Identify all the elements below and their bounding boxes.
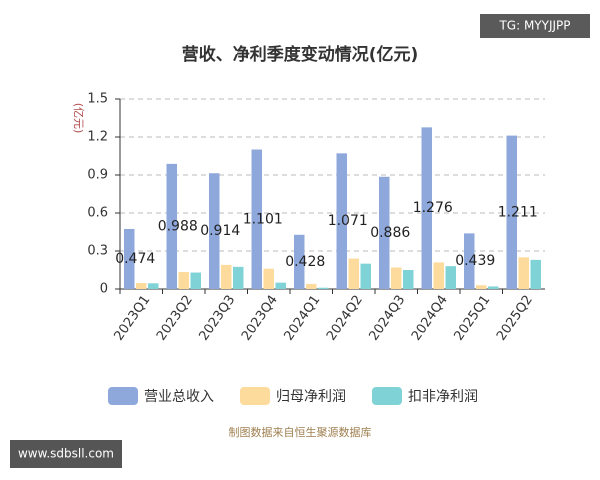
x-tick-label: 2024Q4 xyxy=(409,293,451,344)
bar xyxy=(318,287,329,289)
bar xyxy=(275,282,286,289)
top-badge-bg xyxy=(480,14,590,38)
y-tick-label: 0.6 xyxy=(87,206,108,221)
bar xyxy=(221,264,232,289)
x-tick-label: 2023Q1 xyxy=(112,293,154,344)
x-tick-label: 2025Q1 xyxy=(452,293,494,344)
bar xyxy=(233,266,244,289)
x-tick-label: 2025Q2 xyxy=(494,293,536,344)
bar xyxy=(506,135,517,289)
value-label: 0.914 xyxy=(200,223,240,239)
y-tick-label: 0 xyxy=(100,282,108,297)
bar xyxy=(433,262,444,289)
bar xyxy=(379,176,390,289)
legend-swatch xyxy=(372,387,402,405)
bar xyxy=(294,234,305,289)
value-label: 0.428 xyxy=(285,254,325,270)
value-label: 0.474 xyxy=(115,251,155,267)
bar xyxy=(488,286,499,289)
bar xyxy=(348,258,359,289)
bar xyxy=(391,267,402,289)
y-tick-label: 1.2 xyxy=(87,130,108,145)
legend-swatch xyxy=(240,387,270,405)
y-axis-label: (亿元) xyxy=(72,103,85,134)
y-tick-label: 1.5 xyxy=(87,92,108,107)
bar xyxy=(464,233,475,289)
x-tick-label: 2024Q1 xyxy=(282,293,324,344)
x-tick-label: 2024Q3 xyxy=(367,293,409,344)
bar xyxy=(178,272,189,289)
value-label: 1.276 xyxy=(413,200,453,216)
value-label: 0.439 xyxy=(455,253,495,269)
bar xyxy=(166,163,177,289)
legend-label: 扣非净利润 xyxy=(408,389,478,405)
top-badge: TG: MYYJJPP xyxy=(498,19,570,33)
bar xyxy=(306,283,317,289)
x-tick-label: 2023Q3 xyxy=(197,293,239,344)
bar xyxy=(403,270,414,289)
bar xyxy=(136,283,147,289)
bottom-badge: www.sdbsll.com xyxy=(18,447,114,461)
legend-label: 归母净利润 xyxy=(276,388,346,405)
bar xyxy=(190,272,201,289)
y-tick-label: 0.9 xyxy=(87,168,108,183)
value-label: 1.071 xyxy=(328,213,368,229)
bar xyxy=(445,266,456,289)
bar xyxy=(251,149,262,289)
bar xyxy=(336,153,347,289)
bar xyxy=(476,285,487,289)
value-label: 1.101 xyxy=(243,211,283,227)
value-label: 0.988 xyxy=(158,218,198,234)
bottom-badge-bg xyxy=(10,440,122,468)
bar xyxy=(148,283,159,289)
bar xyxy=(360,263,371,289)
bar xyxy=(530,259,541,289)
bar xyxy=(421,127,432,289)
bar xyxy=(518,257,529,289)
bar xyxy=(263,268,274,289)
legend-label: 营业总收入 xyxy=(144,389,214,405)
source-note: 制图数据来自恒生聚源数据库 xyxy=(229,425,372,439)
legend-swatch xyxy=(108,387,138,405)
x-tick-label: 2024Q2 xyxy=(324,293,366,344)
x-tick-label: 2023Q4 xyxy=(239,293,281,344)
value-label: 1.211 xyxy=(498,204,538,220)
bar xyxy=(209,173,220,289)
value-label: 0.886 xyxy=(370,225,410,241)
chart-title: 营收、净利季度变动情况(亿元) xyxy=(182,44,419,65)
x-tick-label: 2023Q2 xyxy=(154,293,196,344)
bar xyxy=(124,228,135,289)
y-tick-label: 0.3 xyxy=(87,244,108,259)
